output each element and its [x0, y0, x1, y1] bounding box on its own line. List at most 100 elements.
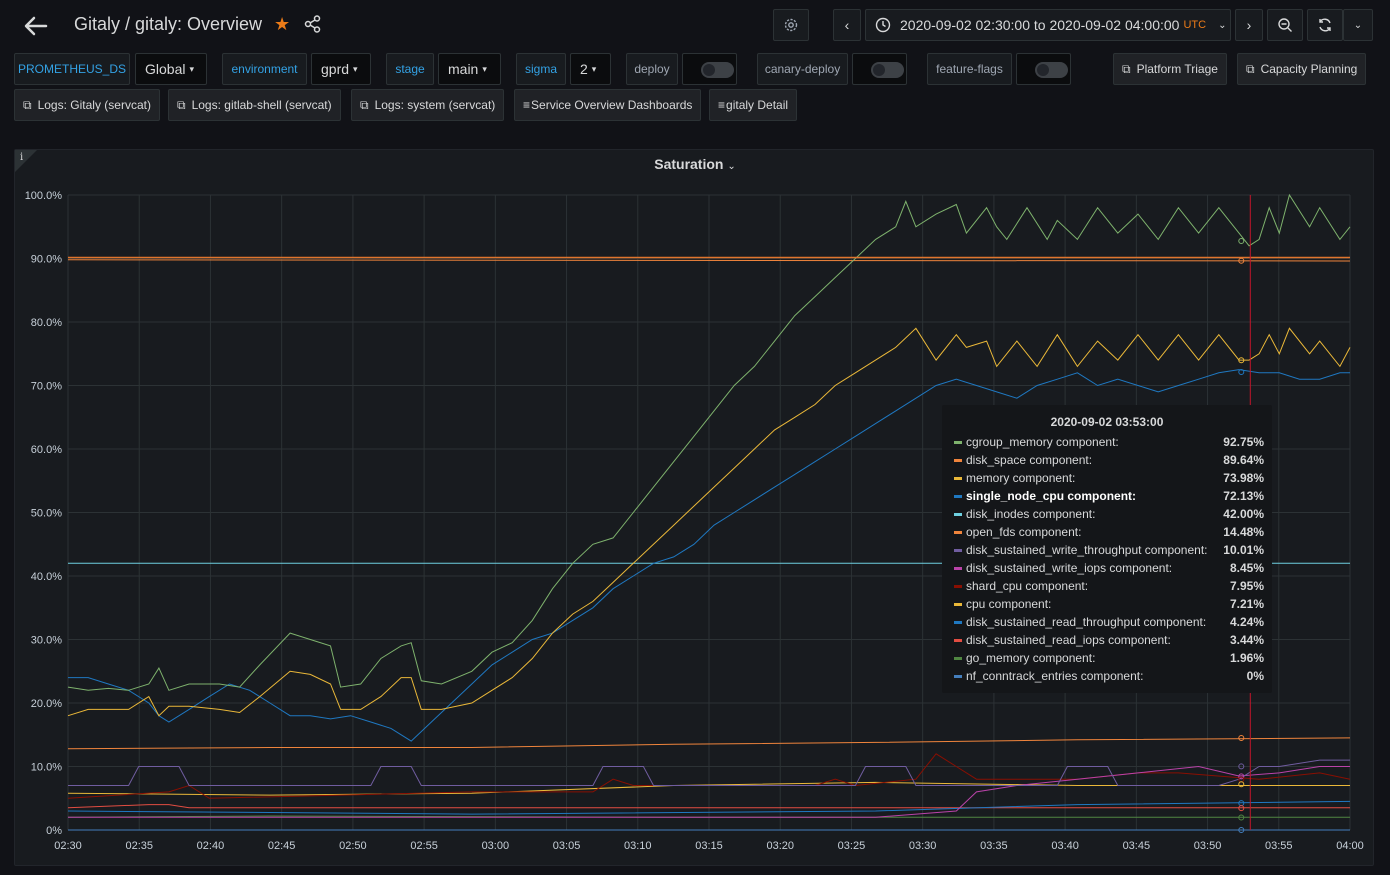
x-tick-label: 02:30	[54, 840, 82, 852]
x-tick-label: 03:45	[1123, 840, 1151, 852]
tooltip-series-value: 72.13%	[1223, 489, 1264, 503]
series-swatch	[954, 674, 962, 678]
var-select-prometheus-ds[interactable]: Global ▾	[135, 53, 207, 85]
back-arrow-icon[interactable]	[22, 12, 50, 40]
timezone-label: UTC	[1183, 19, 1207, 31]
hover-point	[1238, 827, 1245, 833]
tooltip-series-name: disk_inodes component:	[966, 507, 1096, 521]
switch-knob	[1035, 62, 1068, 78]
x-tick-label: 03:50	[1194, 840, 1222, 852]
panel-title-text: Saturation	[654, 156, 724, 172]
x-tick-label: 04:00	[1336, 840, 1364, 852]
tooltip-series-name: disk_sustained_read_throughput component…	[966, 615, 1207, 629]
hover-point	[1238, 781, 1245, 788]
hover-point	[1238, 238, 1245, 245]
zoom-out-button[interactable]	[1267, 9, 1303, 41]
y-tick-label: 90.0%	[31, 254, 62, 266]
tooltip-row: cpu component: 7.21%	[942, 595, 1272, 613]
chevron-down-icon: ▾	[353, 63, 358, 74]
var-select-environment[interactable]: gprd ▾	[311, 53, 371, 85]
series-swatch	[954, 458, 962, 462]
saturation-chart[interactable]: 0% 10.0% 20.0% 30.0% 40.0% 50.0% 60.0% 70.0% 80.…	[15, 150, 1373, 865]
logs-system-label: Logs: system (servcat)	[374, 98, 496, 112]
zoom-out-icon	[1278, 18, 1292, 32]
service-overview-dashboards-label: Service Overview Dashboards	[531, 98, 693, 112]
refresh-button[interactable]	[1307, 9, 1343, 41]
tooltip-series-name: open_fds component:	[966, 525, 1082, 539]
tooltip-series-name: disk_sustained_write_throughput componen…	[966, 543, 1208, 557]
series-line	[67, 800, 1351, 815]
star-icon[interactable]: ★	[274, 14, 291, 34]
logs-gitaly-link[interactable]: ⧉ Logs: Gitaly (servcat)	[14, 89, 160, 121]
series-line	[67, 804, 1350, 809]
hover-point	[1238, 763, 1245, 770]
tooltip-row: disk_inodes component: 42.00%	[942, 505, 1272, 523]
panel-info-corner[interactable]	[15, 150, 37, 172]
var-select-stage[interactable]: main ▾	[438, 53, 501, 85]
external-link-icon: ⧉	[1246, 61, 1255, 76]
panel-title[interactable]: Saturation ⌄	[15, 156, 1375, 172]
tooltip-time: 2020-09-02 03:53:00	[1050, 415, 1164, 429]
switch-knob	[871, 62, 904, 78]
x-tick-label: 02:45	[268, 840, 296, 852]
toggle-feature-flags[interactable]	[1016, 53, 1071, 85]
toggle-deploy[interactable]	[682, 53, 737, 85]
logs-system-link[interactable]: ⧉ Logs: system (servcat)	[351, 89, 505, 121]
capacity-planning-link[interactable]: ⧉ Capacity Planning	[1237, 53, 1367, 85]
x-tick-label: 02:50	[339, 840, 367, 852]
chevron-down-icon: ⌄	[727, 161, 736, 172]
x-tick-label: 03:20	[766, 840, 794, 852]
y-tick-label: 80.0%	[31, 317, 62, 329]
y-tick-label: 40.0%	[31, 571, 62, 583]
tooltip-series-name: disk_sustained_write_iops component:	[966, 561, 1173, 575]
tooltip-row: disk_sustained_write_throughput componen…	[942, 541, 1272, 559]
series-swatch	[954, 512, 962, 516]
info-icon[interactable]: i	[20, 152, 24, 163]
tooltip-series-name: nf_conntrack_entries component:	[966, 669, 1144, 683]
y-tick-label: 30.0%	[31, 635, 62, 647]
series-swatch	[954, 530, 962, 534]
time-range-picker[interactable]: 2020-09-02 02:30:00 to 2020-09-02 04:00:…	[865, 9, 1231, 41]
tooltip-series-value: 7.21%	[1229, 597, 1264, 611]
tooltip-row: disk_space component: 89.64%	[942, 451, 1272, 469]
toggle-canary-deploy[interactable]	[852, 53, 907, 85]
x-tick-label: 03:35	[980, 840, 1008, 852]
series-swatch	[954, 602, 962, 606]
x-tick-label: 03:40	[1051, 840, 1079, 852]
x-tick-label: 03:05	[553, 840, 581, 852]
series-line	[68, 765, 1350, 818]
x-tick-label: 03:30	[909, 840, 937, 852]
hover-point	[1238, 805, 1245, 812]
series-line	[68, 369, 1350, 742]
tooltip-series-value: 8.45%	[1229, 561, 1264, 575]
var-label-environment: environment	[222, 53, 307, 85]
page-title[interactable]: Gitaly / gitaly: Overview	[74, 14, 263, 34]
refresh-interval-dropdown[interactable]: ⌄	[1343, 9, 1373, 41]
tooltip-series-value: 0%	[1246, 669, 1264, 683]
tooltip-series-name: shard_cpu component:	[966, 579, 1089, 593]
var-value-sigma: 2	[580, 61, 588, 77]
var-label-sigma: sigma	[516, 53, 566, 85]
settings-button[interactable]	[773, 9, 809, 41]
menu-icon: ≡	[523, 98, 531, 112]
series-swatch	[954, 476, 962, 480]
y-tick-label: 10.0%	[31, 762, 62, 774]
var-value-environment: gprd	[321, 61, 350, 77]
series-swatch	[954, 440, 962, 444]
x-tick-label: 03:55	[1265, 840, 1293, 852]
var-select-sigma[interactable]: 2 ▾	[570, 53, 611, 85]
x-tick-label: 02:40	[197, 840, 225, 852]
refresh-icon	[1319, 18, 1331, 32]
platform-triage-link[interactable]: ⧉ Platform Triage	[1113, 53, 1227, 85]
service-overview-dashboards-link[interactable]: ≡ Service Overview Dashboards	[514, 89, 702, 121]
menu-icon: ≡	[718, 98, 726, 112]
logs-gitlab-shell-link[interactable]: ⧉ Logs: gitlab-shell (servcat)	[168, 89, 341, 121]
time-back-button[interactable]: ‹	[833, 9, 861, 41]
x-tick-label: 03:25	[838, 840, 866, 852]
tooltip-series-name: memory component:	[966, 471, 1076, 485]
tooltip-row: nf_conntrack_entries component: 0%	[942, 667, 1272, 685]
series-line	[67, 737, 1351, 750]
gitaly-detail-link[interactable]: ≡ gitaly Detail	[709, 89, 798, 121]
time-forward-button[interactable]: ›	[1235, 9, 1263, 41]
share-icon[interactable]	[304, 15, 322, 33]
